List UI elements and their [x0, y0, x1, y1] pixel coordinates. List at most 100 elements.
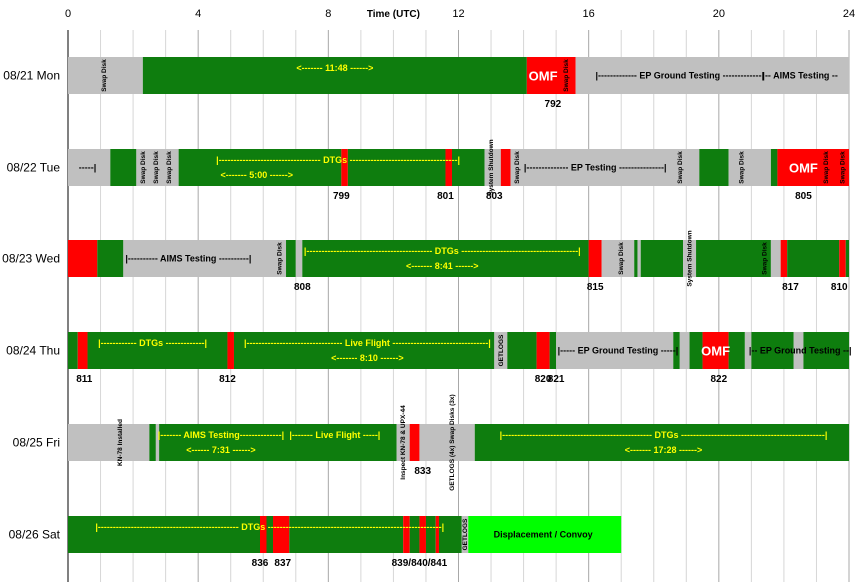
segment-gray — [68, 424, 150, 461]
x-tick-label: 8 — [325, 8, 331, 20]
segment-gray — [744, 332, 752, 369]
segment-gray — [793, 332, 804, 369]
segment-annotation: |-- AIMS Testing -- — [762, 71, 838, 81]
vertical-annotation: Swap Disk — [761, 242, 768, 275]
segment-gray — [123, 240, 287, 277]
segment-gray — [601, 240, 635, 277]
row-label: 08/25 Fri — [13, 436, 60, 450]
omf-label: OMF — [529, 69, 558, 84]
segment-red — [435, 516, 439, 553]
segment-annotation: <------- 5:00 ------> — [220, 170, 293, 180]
segment-green — [97, 240, 124, 277]
chart-grid — [67, 30, 850, 582]
segment-green — [87, 332, 228, 369]
vertical-annotation: Swap Disk — [618, 242, 625, 275]
segment-annotation: <------- 17:28 ------> — [625, 445, 703, 455]
segment-green — [699, 149, 729, 186]
segment-green — [159, 424, 397, 461]
segment-lime — [468, 516, 622, 553]
event-number: 803 — [486, 191, 503, 202]
segment-green — [178, 149, 342, 186]
segment-green — [673, 332, 680, 369]
vertical-annotation: System Shutdown — [687, 230, 694, 286]
segment-red — [839, 240, 846, 277]
timeline-rows: 08/21 Mon Swap Disk <------- 11:48 ------>… — [2, 57, 852, 569]
vertical-annotation: System Shutdown — [488, 139, 495, 195]
segment-green — [770, 149, 778, 186]
vertical-annotation: Swap Disk — [140, 151, 147, 184]
x-tick-label: 12 — [452, 8, 464, 20]
segment-annotation: |---------------------------------------… — [304, 246, 581, 256]
segment-annotation: |------- Live Flight -----| — [289, 430, 380, 440]
segment-green — [68, 332, 78, 369]
segment-gray — [770, 240, 781, 277]
segment-red — [77, 332, 88, 369]
vertical-annotation: Swap Disk — [153, 151, 160, 184]
segment-gray — [683, 240, 697, 277]
segment-annotation: |------- AIMS Testing--------------| — [158, 430, 284, 440]
segment-green — [289, 516, 404, 553]
vertical-annotation: Inspect KN-78 & UPX-44 — [400, 405, 407, 480]
event-number: 792 — [545, 99, 562, 110]
event-number: 820 — [535, 374, 552, 385]
event-number: 815 — [587, 282, 604, 293]
segment-red — [403, 516, 410, 553]
segment-gray — [68, 57, 143, 94]
vertical-annotation: Swap Disk — [101, 59, 108, 92]
segment-gray — [728, 149, 771, 186]
segment-green — [803, 332, 849, 369]
segment-green — [110, 149, 137, 186]
segment-green — [438, 516, 462, 553]
segment-red — [227, 332, 234, 369]
segment-red — [526, 57, 576, 94]
segment-green — [640, 240, 684, 277]
vertical-annotation: Swap Disk — [839, 151, 846, 184]
segment-annotation: |------------ DTGs -------------| — [98, 338, 207, 348]
segment-green — [266, 516, 274, 553]
segment-red — [500, 149, 511, 186]
segment-red — [341, 149, 348, 186]
segment-annotation: <------- 8:10 ------> — [331, 353, 404, 363]
segment-gray — [396, 424, 410, 461]
row-label: 08/21 Mon — [3, 69, 60, 83]
segment-red — [702, 332, 729, 369]
timeline-row: 08/21 Mon Swap Disk <------- 11:48 ------>… — [3, 57, 849, 110]
timeline-row: 08/25 Fri KN-78 Installed |------- AIMS Te… — [13, 394, 849, 491]
segment-green — [409, 516, 420, 553]
vertical-annotation: Swap Disk — [277, 242, 284, 275]
segment-green — [302, 240, 589, 277]
vertical-annotation: GETLOGS (4x) Swap Disks (3x) — [449, 394, 456, 490]
segment-gray — [295, 240, 303, 277]
x-tick-label: 0 — [65, 8, 71, 20]
vertical-annotation: Swap Disk — [739, 151, 746, 184]
event-number: 811 — [76, 374, 93, 385]
segment-gray — [637, 240, 641, 277]
segment-green — [689, 332, 703, 369]
timeline-row: 08/23 Wed |---------- AIMS Testing ------… — [2, 230, 849, 293]
segment-annotation: Displacement / Convoy — [494, 530, 593, 540]
segment-annotation: |---------------------------------------… — [500, 430, 828, 440]
timeline-row: 08/22 Tue -----| Swap Disk Swap Disk Swap Di… — [7, 139, 849, 202]
x-tick-label: 4 — [195, 8, 201, 20]
segment-red — [536, 332, 550, 369]
segment-gray — [419, 424, 475, 461]
omf-label: OMF — [789, 161, 818, 176]
segment-red — [419, 516, 426, 553]
segment-red — [445, 149, 452, 186]
segment-green — [634, 240, 638, 277]
segment-annotation: |---------------------------------- DTGs… — [216, 155, 460, 165]
segment-annotation: |-- EP Ground Testing --| — [749, 346, 852, 356]
segment-green — [787, 240, 840, 277]
vertical-annotation: Swap Disk — [823, 151, 830, 184]
segment-green — [751, 332, 794, 369]
segment-annotation: |---------- AIMS Testing ----------| — [125, 254, 251, 264]
segment-red — [259, 516, 267, 553]
vertical-annotation: GETLOGS — [462, 518, 469, 550]
event-number: 817 — [782, 282, 799, 293]
segment-gray — [68, 149, 111, 186]
vertical-annotation: Swap Disk — [677, 151, 684, 184]
segment-annotation: |-------------------------------- Live F… — [244, 338, 491, 348]
segment-green — [149, 424, 156, 461]
segment-gray — [510, 149, 700, 186]
segment-annotation: <------- 11:48 ------> — [296, 63, 373, 73]
